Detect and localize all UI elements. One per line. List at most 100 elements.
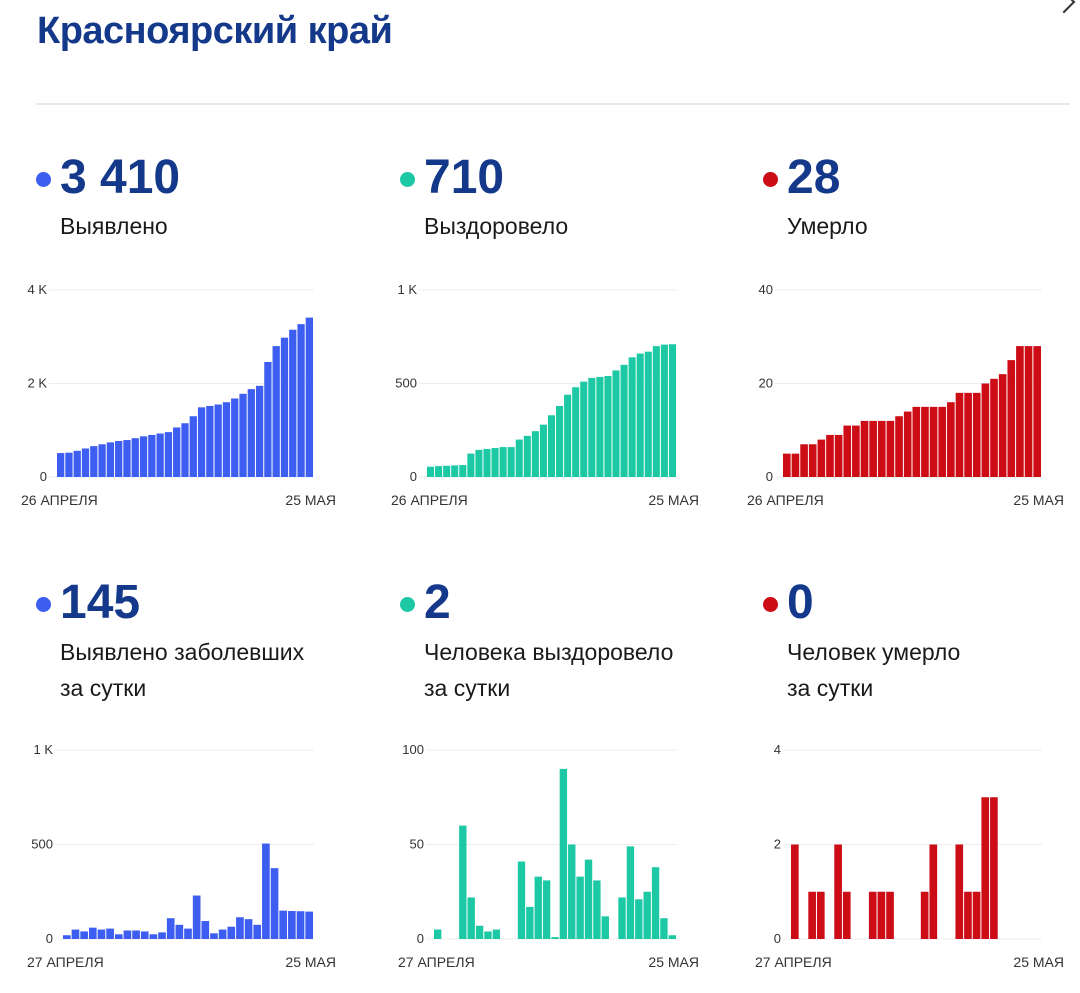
bar: [1007, 360, 1016, 477]
bar: [296, 911, 305, 939]
bar: [660, 918, 668, 939]
bar: [604, 376, 612, 477]
bar: [71, 929, 80, 939]
stat-label-line: за сутки: [424, 675, 511, 701]
bar: [620, 364, 628, 477]
stat-value-detected: 3 410: [60, 151, 181, 204]
bar: [972, 392, 981, 477]
y-tick-label: 4: [774, 742, 781, 757]
bar: [149, 934, 158, 939]
bar: [612, 370, 620, 477]
bar: [239, 393, 247, 477]
bar: [955, 392, 964, 477]
bar: [253, 924, 262, 939]
bar: [877, 891, 886, 939]
bar: [244, 919, 253, 939]
y-tick-label: 0: [774, 931, 781, 946]
bar: [131, 438, 139, 477]
bar: [526, 906, 534, 939]
bar: [192, 895, 201, 939]
bar: [184, 928, 192, 939]
bar: [483, 448, 491, 477]
bar: [568, 844, 576, 939]
bar: [492, 929, 501, 939]
bar: [628, 357, 636, 477]
bar: [247, 389, 255, 477]
bar: [636, 353, 644, 477]
bar: [227, 926, 236, 939]
bar: [123, 440, 131, 477]
y-tick-label: 0: [417, 931, 424, 946]
bar: [158, 932, 166, 939]
bar: [88, 927, 97, 939]
bar: [920, 891, 929, 939]
bar: [635, 899, 643, 939]
bar: [73, 450, 81, 477]
bar: [231, 398, 239, 477]
y-tick-label: 500: [31, 837, 53, 852]
bar: [97, 929, 106, 939]
bar: [81, 448, 90, 477]
bar: [547, 415, 556, 477]
bar: [783, 453, 791, 477]
stat-label-died-daily: Человек умерло за сутки: [787, 634, 960, 706]
bar: [435, 466, 443, 477]
stat-label-detected-daily: Выявлено заболевших за сутки: [60, 634, 304, 706]
x-tick-label-end: 25 МАЯ: [648, 492, 699, 508]
bar: [800, 444, 808, 477]
bar: [964, 891, 972, 939]
bar: [65, 452, 73, 477]
green-dot-icon: [400, 172, 415, 187]
bar: [106, 928, 114, 939]
bar: [214, 404, 222, 477]
bar: [270, 868, 279, 939]
bar: [817, 439, 826, 477]
x-tick-label-start: 26 АПРЕЛЯ: [21, 492, 98, 508]
bar: [564, 394, 572, 477]
bar: [808, 891, 816, 939]
bar: [921, 406, 929, 477]
y-tick-label: 2 K: [27, 376, 47, 391]
y-tick-label: 4 K: [27, 282, 47, 297]
red-dot-icon: [763, 172, 778, 187]
bar: [210, 933, 218, 939]
stat-value-died: 28: [787, 151, 841, 204]
bar: [903, 411, 912, 477]
bar: [668, 344, 676, 477]
bar: [869, 420, 877, 477]
stat-value-detected-daily: 145: [60, 576, 141, 629]
bar: [929, 844, 938, 939]
y-tick-label: 40: [759, 282, 773, 297]
stat-label-died: Умерло: [787, 208, 868, 244]
y-tick-label: 1 K: [397, 282, 417, 297]
bar: [434, 929, 442, 939]
x-tick-label-start: 27 АПРЕЛЯ: [755, 954, 832, 970]
bar: [808, 444, 817, 477]
stat-label-line: Выявлено: [60, 213, 168, 239]
x-tick-label-start: 27 АПРЕЛЯ: [398, 954, 475, 970]
bar: [507, 447, 515, 477]
bar: [668, 935, 676, 939]
bar: [895, 416, 903, 477]
bar: [491, 448, 499, 477]
x-tick-label-end: 25 МАЯ: [285, 492, 336, 508]
bar: [459, 825, 467, 939]
bar: [262, 843, 270, 939]
bar: [499, 447, 507, 477]
bar: [572, 387, 580, 477]
bar: [123, 930, 132, 939]
bar: [998, 374, 1007, 477]
x-tick-label-end: 25 МАЯ: [285, 954, 336, 970]
bar: [139, 436, 148, 477]
bar: [816, 891, 825, 939]
bar: [593, 880, 601, 939]
bar: [484, 931, 492, 939]
stat-label-line: Человека выздоровело: [424, 639, 674, 665]
bar: [173, 427, 181, 477]
bar: [467, 897, 475, 939]
bar: [63, 935, 71, 939]
